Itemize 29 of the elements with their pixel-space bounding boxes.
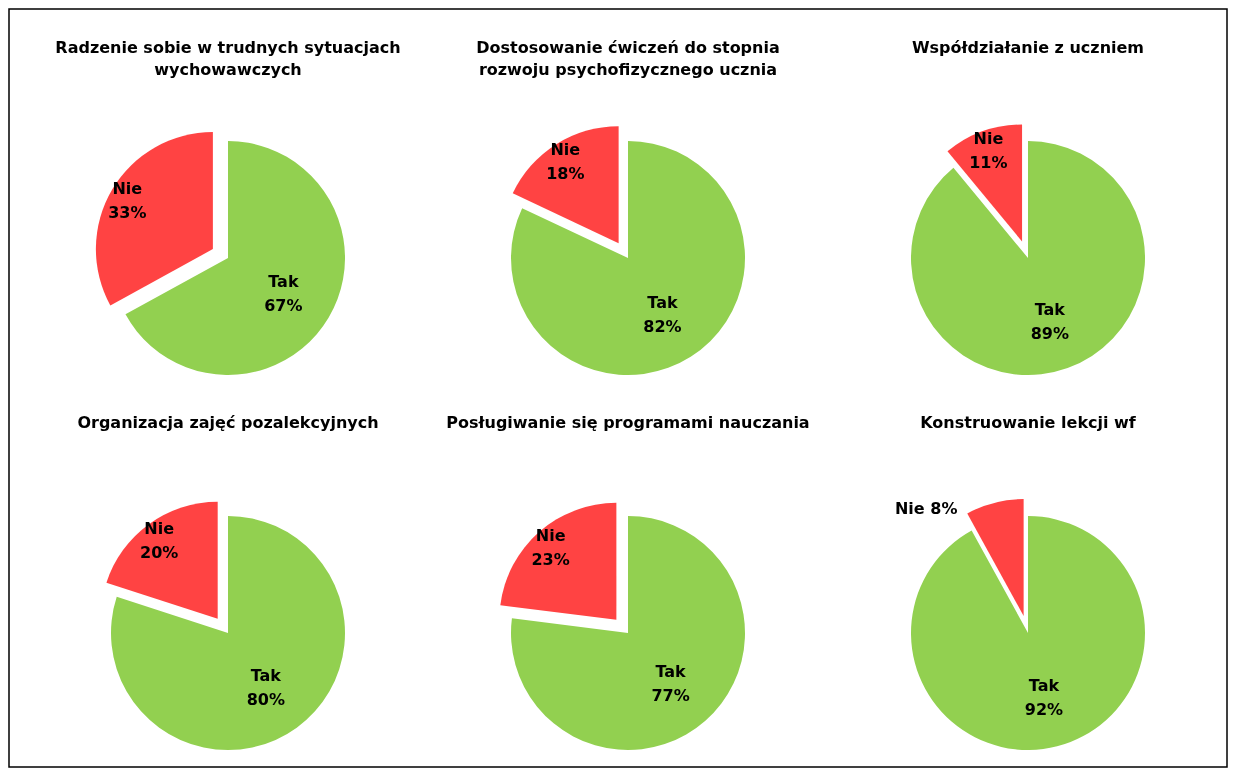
slice-label: Tak <box>1028 676 1060 696</box>
slice-label: Nie <box>535 526 566 546</box>
chart-title: Radzenie sobie w trudnych sytuacjach wychowawczych <box>55 38 401 79</box>
slice-label: Tak <box>268 271 299 291</box>
data-label: 80% <box>246 690 285 710</box>
chart-title: Konstruowanie lekcji wf <box>920 413 1137 432</box>
data-label: 18% <box>546 164 585 184</box>
slice-label: Nie <box>973 128 1004 148</box>
data-label: 11% <box>969 152 1008 172</box>
data-label: 67% <box>264 295 303 315</box>
data-label: 23% <box>531 550 570 570</box>
slice-label: Nie <box>144 519 175 539</box>
slice-label: Nie <box>112 179 143 199</box>
slice-label: Tak <box>1034 299 1066 319</box>
chart-title: Współdziałanie z uczniem <box>911 38 1145 57</box>
chart-title: Dostosowanie ćwiczeń do stopnia rozwoju psychofizycznego ucznia <box>476 38 780 79</box>
data-label: 92% <box>1024 700 1064 720</box>
slice-label: Tak <box>250 666 282 686</box>
data-label: 89% <box>1030 323 1069 343</box>
chart-title: Organizacja zajęć pozalekcyjnych <box>77 413 379 432</box>
chart-title: Posługiwanie się programami nauczania <box>446 413 810 432</box>
data-label: 82% <box>643 317 682 337</box>
data-label: 20% <box>140 543 179 563</box>
slice-label: Tak <box>647 293 678 313</box>
slice-label: Tak <box>655 662 687 682</box>
slice-label: Nie <box>550 140 581 160</box>
data-label: 77% <box>651 686 690 706</box>
slice-label: Nie 8% <box>894 499 958 519</box>
data-label: 33% <box>108 203 147 223</box>
